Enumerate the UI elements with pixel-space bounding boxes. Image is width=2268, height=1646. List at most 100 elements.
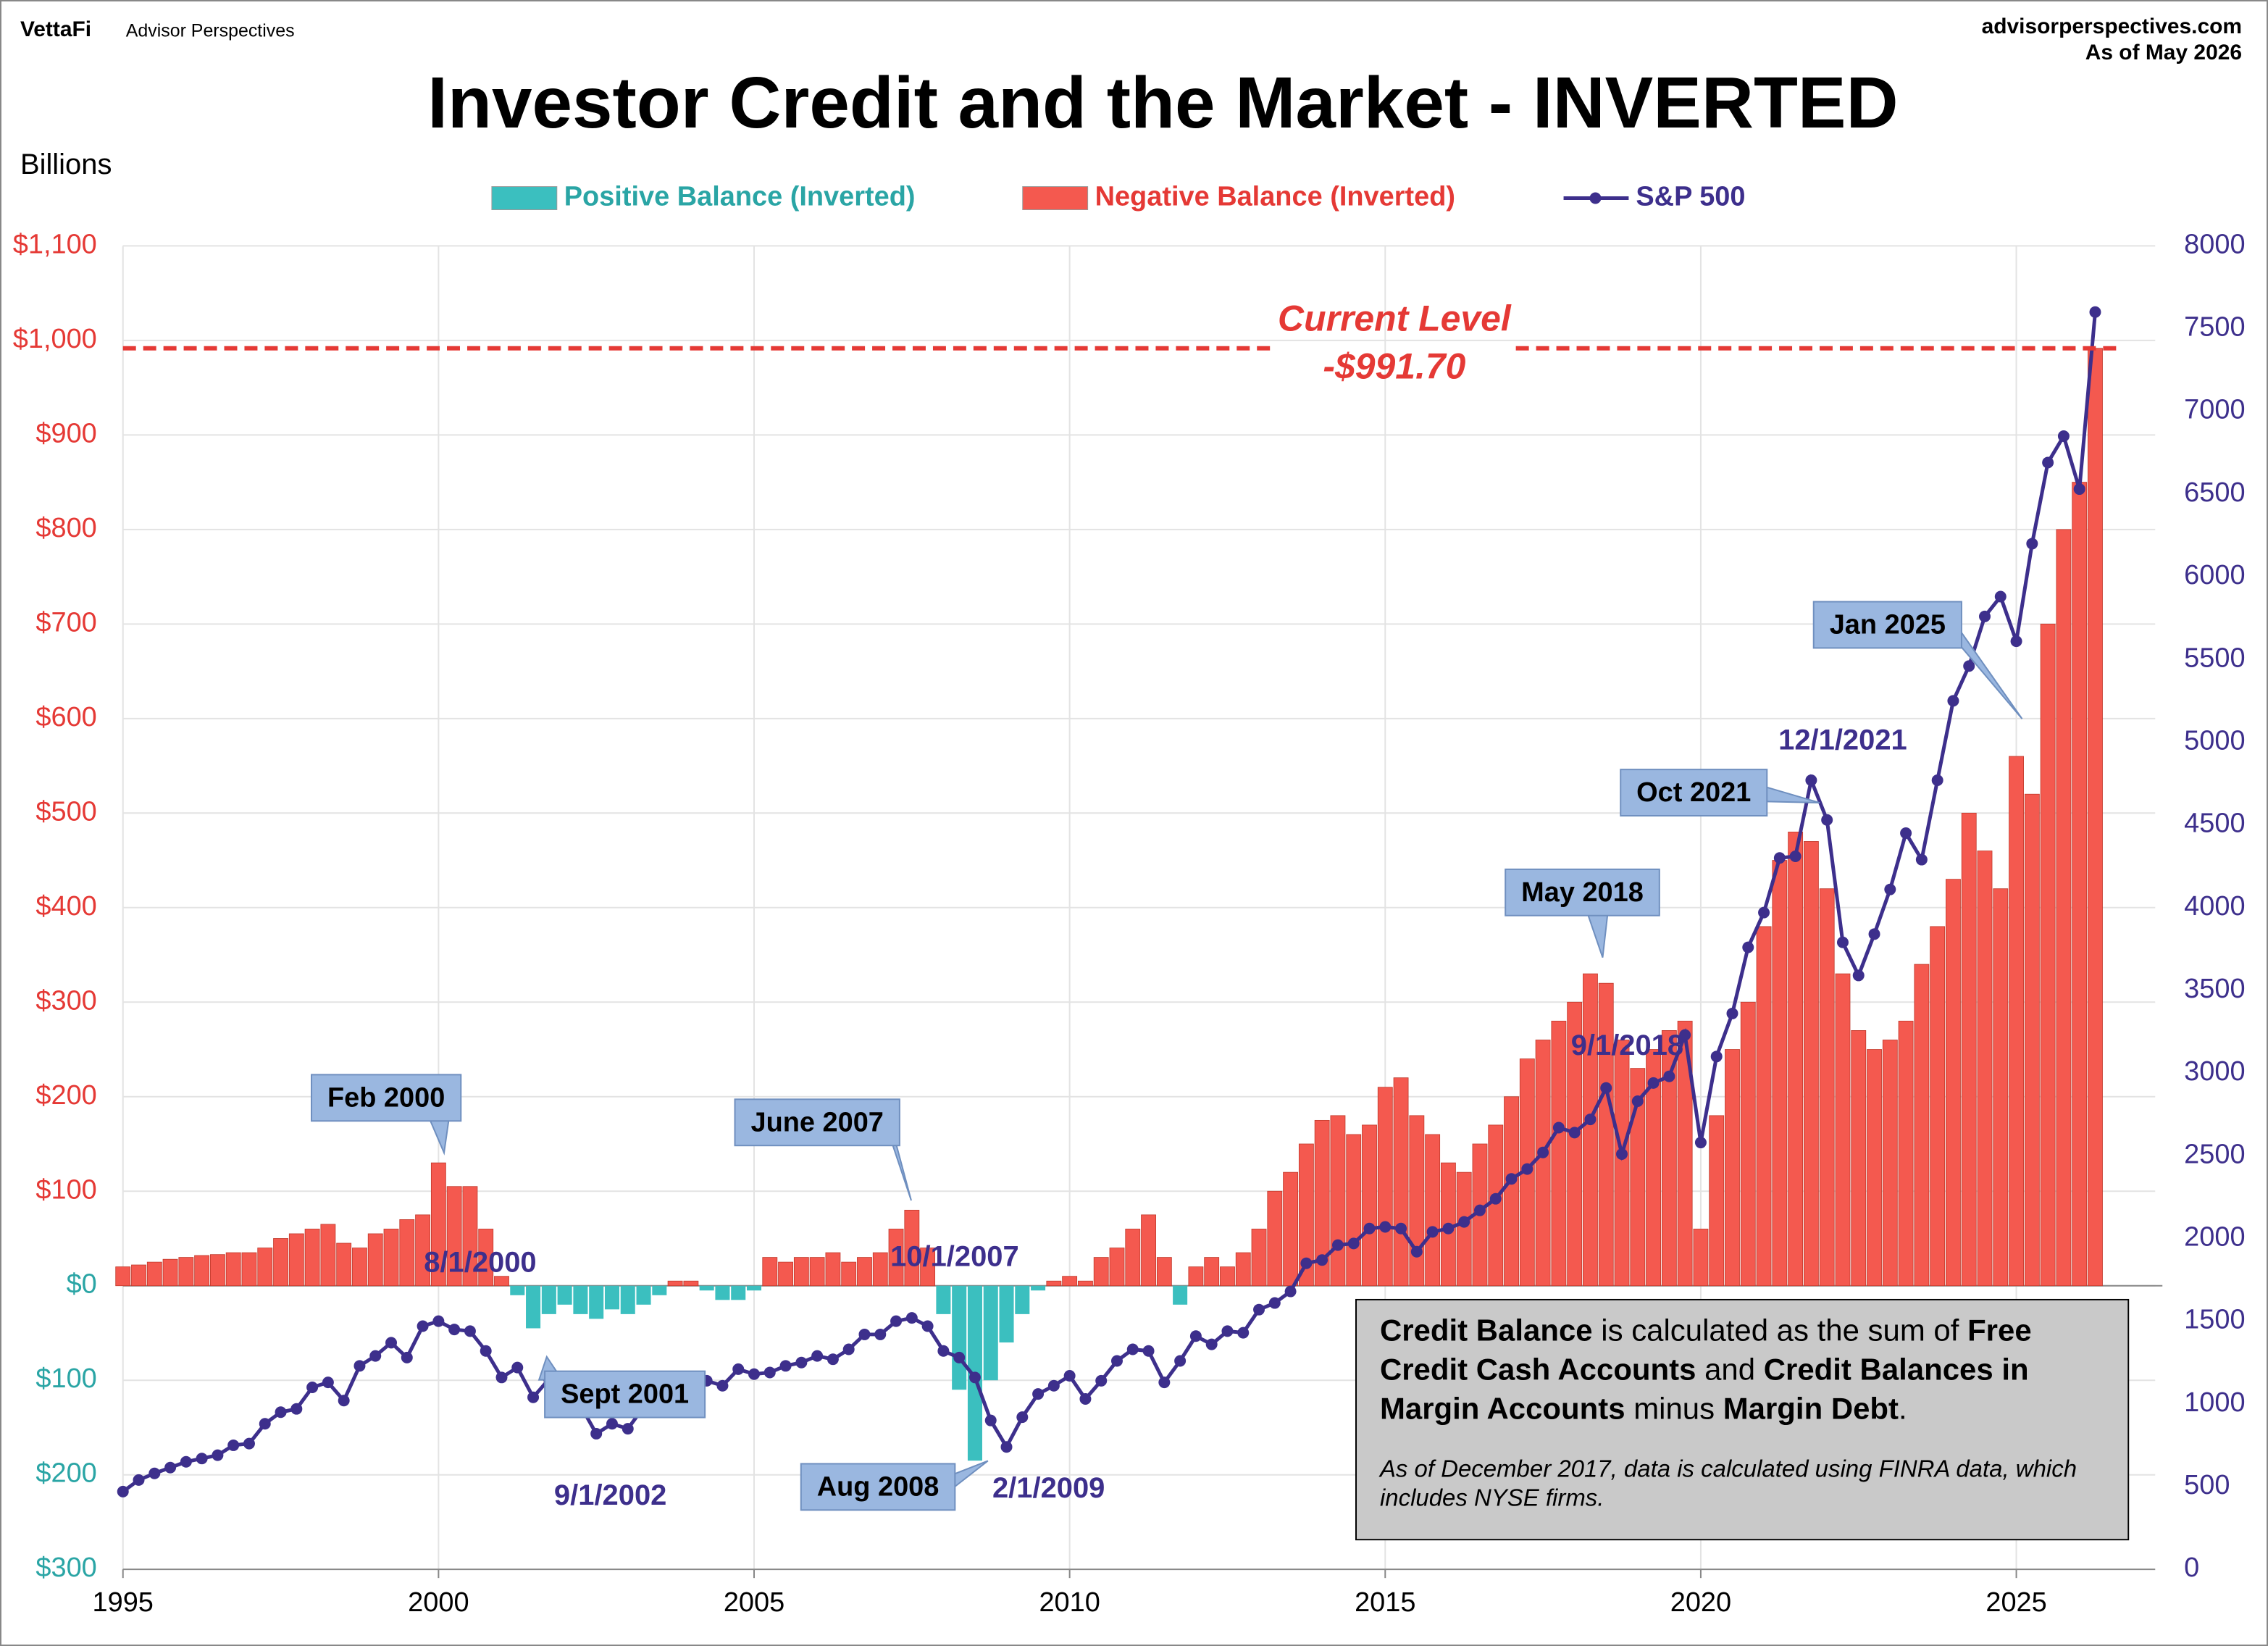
marker bbox=[779, 1360, 792, 1372]
bar bbox=[952, 1285, 967, 1390]
date-label: 9/1/2002 bbox=[554, 1479, 666, 1511]
y-tick-label: $100 bbox=[35, 1363, 96, 1394]
marker bbox=[937, 1345, 950, 1357]
marker bbox=[2042, 456, 2054, 469]
marker bbox=[448, 1324, 461, 1336]
callout-label: Feb 2000 bbox=[327, 1082, 445, 1113]
bar bbox=[557, 1285, 572, 1305]
marker bbox=[1363, 1222, 1376, 1234]
callout-box bbox=[734, 1098, 900, 1147]
bar bbox=[857, 1257, 872, 1287]
marker bbox=[842, 1343, 855, 1355]
reference-label: Current Level bbox=[1278, 298, 1512, 338]
marker bbox=[590, 1427, 603, 1440]
y2-tick-label: 3500 bbox=[2184, 974, 2245, 1004]
marker bbox=[1047, 1379, 1060, 1392]
marker bbox=[227, 1439, 240, 1451]
marker bbox=[417, 1320, 429, 1332]
marker bbox=[1537, 1146, 1549, 1158]
bar bbox=[2088, 348, 2103, 1287]
bar bbox=[1851, 1030, 1867, 1287]
callout: June 2007 bbox=[734, 1098, 912, 1201]
bar bbox=[2072, 482, 2088, 1287]
marker bbox=[1205, 1338, 1218, 1350]
bar bbox=[1819, 888, 1835, 1287]
marker bbox=[1300, 1257, 1313, 1269]
marker bbox=[984, 1414, 997, 1426]
marker bbox=[275, 1406, 287, 1419]
marker bbox=[1947, 695, 1959, 707]
marker bbox=[1568, 1127, 1581, 1139]
marker bbox=[369, 1350, 382, 1362]
bar bbox=[241, 1252, 257, 1287]
bar bbox=[1235, 1252, 1251, 1287]
bar bbox=[1141, 1214, 1156, 1287]
marker bbox=[243, 1437, 255, 1450]
bar bbox=[1330, 1115, 1346, 1287]
callout: Feb 2000 bbox=[311, 1074, 462, 1156]
y2-tick-label: 3000 bbox=[2184, 1056, 2245, 1087]
y-tick-label: $200 bbox=[35, 1458, 96, 1489]
bar bbox=[1583, 973, 1598, 1287]
legend-swatch bbox=[1022, 186, 1089, 210]
bar bbox=[1267, 1190, 1283, 1287]
bar bbox=[257, 1248, 273, 1287]
bar bbox=[1362, 1124, 1377, 1287]
y2-tick-label: 2000 bbox=[2184, 1222, 2245, 1253]
marker bbox=[1221, 1325, 1234, 1337]
legend-swatch bbox=[491, 186, 558, 210]
marker bbox=[180, 1455, 192, 1468]
marker bbox=[164, 1461, 177, 1474]
note-part: Credit Balance bbox=[1379, 1314, 1593, 1348]
bar bbox=[1046, 1280, 1062, 1287]
note-part: minus bbox=[1625, 1392, 1723, 1426]
legend-swatch bbox=[1589, 192, 1602, 204]
bar bbox=[304, 1229, 320, 1287]
bar bbox=[2009, 756, 2024, 1287]
bar bbox=[1740, 1001, 1756, 1287]
bar bbox=[115, 1266, 131, 1287]
marker bbox=[1331, 1239, 1344, 1251]
y-tick-label: $500 bbox=[35, 796, 96, 827]
bar bbox=[1109, 1248, 1125, 1287]
bar bbox=[1393, 1077, 1409, 1287]
bar bbox=[510, 1285, 525, 1295]
callout: Sept 2001 bbox=[537, 1355, 706, 1419]
marker bbox=[921, 1320, 934, 1332]
marker bbox=[1316, 1254, 1328, 1266]
marker bbox=[1552, 1121, 1565, 1134]
bar bbox=[2040, 623, 2056, 1287]
bar bbox=[1488, 1124, 1504, 1287]
marker bbox=[259, 1418, 271, 1430]
marker bbox=[1994, 590, 2007, 603]
bar bbox=[920, 1248, 936, 1287]
marker bbox=[1095, 1374, 1108, 1387]
marker bbox=[1063, 1370, 1076, 1382]
marker bbox=[732, 1363, 745, 1375]
marker bbox=[1663, 1070, 1675, 1082]
y-tick-label: $0 bbox=[67, 1269, 97, 1300]
bar bbox=[1298, 1143, 1314, 1287]
bar bbox=[620, 1285, 635, 1314]
marker bbox=[1426, 1226, 1439, 1238]
bar bbox=[399, 1219, 415, 1287]
marker bbox=[306, 1382, 319, 1393]
marker bbox=[511, 1361, 524, 1374]
note-text: Credit Balance is calculated as the sum … bbox=[1380, 1312, 2104, 1429]
bar bbox=[1882, 1040, 1898, 1287]
bar bbox=[1835, 973, 1851, 1287]
marker bbox=[338, 1395, 350, 1407]
date-label: 8/1/2000 bbox=[424, 1246, 536, 1278]
callout-box bbox=[311, 1074, 462, 1122]
bar bbox=[1125, 1229, 1141, 1287]
marker bbox=[290, 1403, 303, 1415]
bar bbox=[367, 1233, 383, 1287]
marker bbox=[2057, 430, 2070, 442]
note-part: and bbox=[1696, 1353, 1764, 1387]
bar bbox=[731, 1285, 746, 1300]
y2-tick-label: 6000 bbox=[2184, 560, 2245, 590]
marker bbox=[763, 1366, 776, 1379]
note-box: Credit Balance is calculated as the sum … bbox=[1355, 1298, 2130, 1541]
bar bbox=[446, 1186, 462, 1287]
